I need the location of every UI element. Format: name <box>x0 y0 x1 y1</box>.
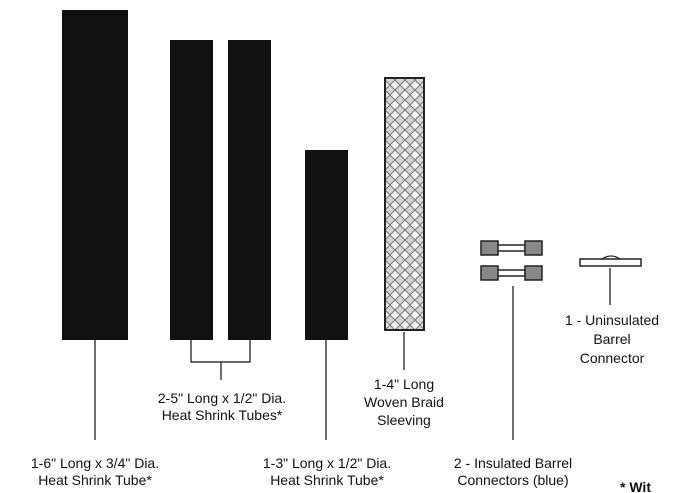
label: Woven Braid <box>364 394 444 410</box>
tube-3in <box>305 150 348 340</box>
braid-sleeving <box>384 77 425 331</box>
leader-lines <box>94 268 611 440</box>
label: Heat Shrink Tubes* <box>162 407 283 423</box>
footnote: * Wit <box>620 479 651 493</box>
label: 2 - Insulated Barrel <box>454 455 572 471</box>
label: 2-5" Long x 1/2" Dia. <box>158 390 286 406</box>
label: 1-4" Long <box>374 376 434 392</box>
uninsulated-connector <box>579 255 642 267</box>
label: 1 - Uninsulated <box>565 312 659 328</box>
label: Heat Shrink Tube* <box>270 472 384 488</box>
tube-5in-a <box>170 40 213 340</box>
label: Connector <box>580 350 645 366</box>
tube-6in <box>62 10 128 340</box>
label: Connectors (blue) <box>457 472 568 488</box>
label: Barrel <box>593 331 630 347</box>
label: Sleeving <box>377 412 431 428</box>
insulated-connectors <box>480 240 543 281</box>
label: 1-6" Long x 3/4" Dia. <box>31 455 159 471</box>
label: 1-3" Long x 1/2" Dia. <box>263 455 391 471</box>
tube-5in-b <box>228 40 271 340</box>
label: Heat Shrink Tube* <box>38 472 152 488</box>
